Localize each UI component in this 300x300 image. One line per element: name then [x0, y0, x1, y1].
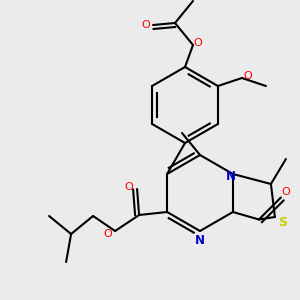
Text: N: N — [226, 170, 236, 184]
Text: O: O — [125, 182, 134, 192]
Text: O: O — [142, 20, 150, 30]
Text: N: N — [195, 235, 205, 248]
Text: O: O — [244, 71, 252, 81]
Text: O: O — [281, 187, 290, 196]
Text: S: S — [278, 215, 287, 229]
Text: O: O — [194, 38, 202, 48]
Text: O: O — [104, 229, 112, 239]
